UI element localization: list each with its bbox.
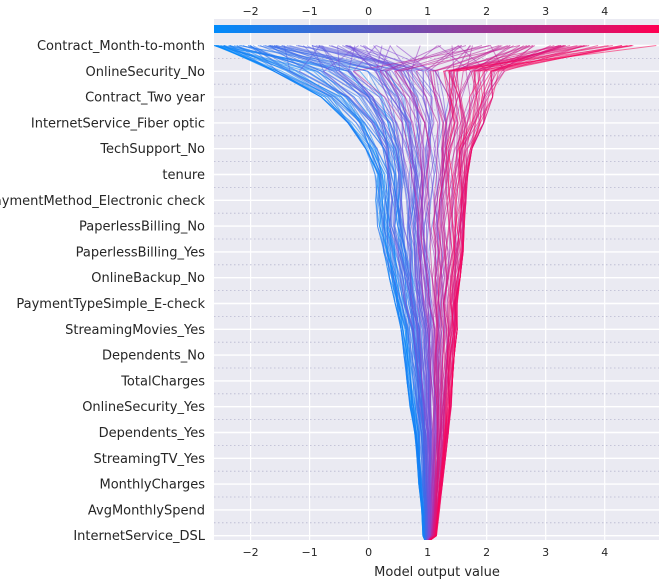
feature-label: Dependents_Yes (99, 426, 206, 441)
bottom-tick-label: 0 (365, 546, 372, 559)
bottom-axis-ticks: −2 −1 0 1 2 3 4 (242, 546, 608, 559)
feature-label: TotalCharges (120, 374, 205, 389)
feature-label: PaymentMethod_Electronic check (0, 194, 205, 209)
decision-trace (429, 45, 561, 540)
top-tick-label: 0 (365, 5, 372, 18)
x-axis-title: Model output value (374, 565, 500, 580)
decision-trace (375, 45, 432, 540)
decision-trace (322, 45, 430, 540)
vertical-gridlines (249, 19, 606, 540)
decision-trace (415, 45, 500, 540)
feature-label: AvgMonthlySpend (88, 503, 205, 518)
feature-label: StreamingTV_Yes (94, 452, 206, 467)
decision-trace (384, 45, 467, 540)
decision-trace (428, 45, 530, 540)
feature-label: tenure (162, 168, 205, 183)
feature-label: PaymentTypeSimple_E-check (16, 297, 205, 312)
bottom-tick-label: 1 (424, 546, 431, 559)
decision-trace (430, 45, 657, 540)
feature-label: PaperlessBilling_Yes (76, 245, 206, 260)
decision-traces (214, 45, 657, 540)
bottom-tick-label: 3 (542, 546, 549, 559)
bottom-tick-label: −2 (242, 546, 258, 559)
decision-trace (429, 45, 582, 540)
decision-trace (430, 45, 633, 540)
feature-label: OnlineSecurity_Yes (82, 400, 205, 415)
top-tick-label: 2 (483, 5, 490, 18)
top-tick-label: 1 (424, 5, 431, 18)
feature-label: InternetService_Fiber optic (31, 116, 205, 131)
top-tick-label: −1 (302, 5, 318, 18)
feature-labels: Contract_Month-to-month OnlineSecurity_No… (0, 39, 206, 544)
bottom-tick-label: −1 (302, 546, 318, 559)
feature-label: OnlineBackup_No (91, 271, 205, 286)
feature-label: Contract_Two year (85, 91, 206, 106)
feature-label: StreamingMovies_Yes (65, 323, 205, 338)
decision-trace (349, 45, 430, 540)
feature-label: MonthlyCharges (100, 478, 206, 493)
feature-label: TechSupport_No (99, 142, 205, 157)
bottom-tick-label: 2 (483, 546, 490, 559)
top-tick-label: 4 (601, 5, 608, 18)
feature-label: InternetService_DSL (73, 529, 205, 544)
top-tick-label: 3 (542, 5, 549, 18)
feature-label: Contract_Month-to-month (37, 39, 205, 54)
feature-label: PaperlessBilling_No (79, 220, 205, 235)
top-tick-label: −2 (242, 5, 258, 18)
top-axis-ticks: −2 −1 0 1 2 3 4 (242, 5, 608, 18)
feature-label: Dependents_No (102, 349, 205, 364)
decision-trace (352, 45, 491, 540)
decision-trace (229, 45, 426, 540)
feature-label: OnlineSecurity_No (86, 65, 206, 80)
output-color-bar (214, 25, 659, 33)
bottom-tick-label: 4 (601, 546, 608, 559)
